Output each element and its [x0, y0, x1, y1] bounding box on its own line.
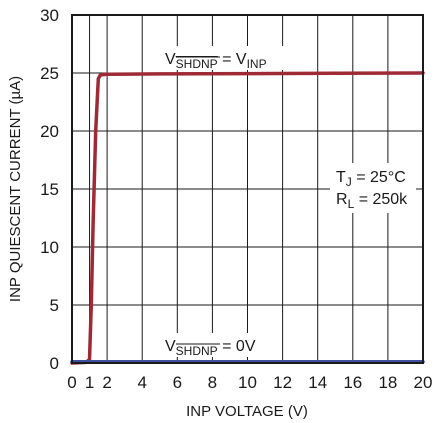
- x-tick-labels: 0 1 2 4 6 8 10 12 14 16 18 20: [67, 373, 432, 392]
- svg-text:VSHDNP = 0V: VSHDNP = 0V: [165, 338, 256, 358]
- x-tick-label: 20: [414, 373, 433, 392]
- y-axis-label: INP QUIESCENT CURRENT (µA): [7, 76, 24, 302]
- y-tick-label: 15: [40, 180, 59, 199]
- series-line-1: [70, 71, 425, 365]
- x-tick-label: 2: [102, 373, 111, 392]
- y-tick-label: 5: [50, 296, 59, 315]
- x-tick-label: 16: [343, 373, 362, 392]
- tj-condition: TJ = 25°C: [336, 169, 406, 189]
- y-tick-label: 10: [40, 238, 59, 257]
- x-tick-label: 18: [378, 373, 397, 392]
- x-tick-label: 6: [173, 373, 182, 392]
- top-series-label: VSHDNP = VINP: [160, 46, 284, 71]
- x-tick-label: 14: [308, 373, 327, 392]
- x-tick-label: 12: [273, 373, 292, 392]
- y-tick-label: 20: [40, 122, 59, 141]
- x-tick-label: 10: [238, 373, 257, 392]
- y-tick-label: 30: [40, 6, 59, 25]
- plot-frame: [71, 14, 424, 364]
- x-axis-label: INP VOLTAGE (V): [186, 403, 308, 420]
- svg-text:VSHDNP = VINP: VSHDNP = VINP: [165, 51, 267, 71]
- x-tick-label: 4: [137, 373, 146, 392]
- y-tick-labels: 0 5 10 15 20 25 30: [40, 6, 59, 373]
- bottom-series-label: VSHDNP = 0V: [160, 333, 264, 358]
- y-tick-label: 25: [40, 64, 59, 83]
- conditions-label: TJ = 25°C RL = 250k: [330, 163, 416, 213]
- y-tick-label: 0: [50, 354, 59, 373]
- rl-condition: RL = 250k: [336, 191, 408, 211]
- series-layer: [70, 71, 425, 365]
- x-tick-label: 8: [208, 373, 217, 392]
- x-tick-label: 1: [85, 373, 94, 392]
- x-tick-label: 0: [67, 373, 76, 392]
